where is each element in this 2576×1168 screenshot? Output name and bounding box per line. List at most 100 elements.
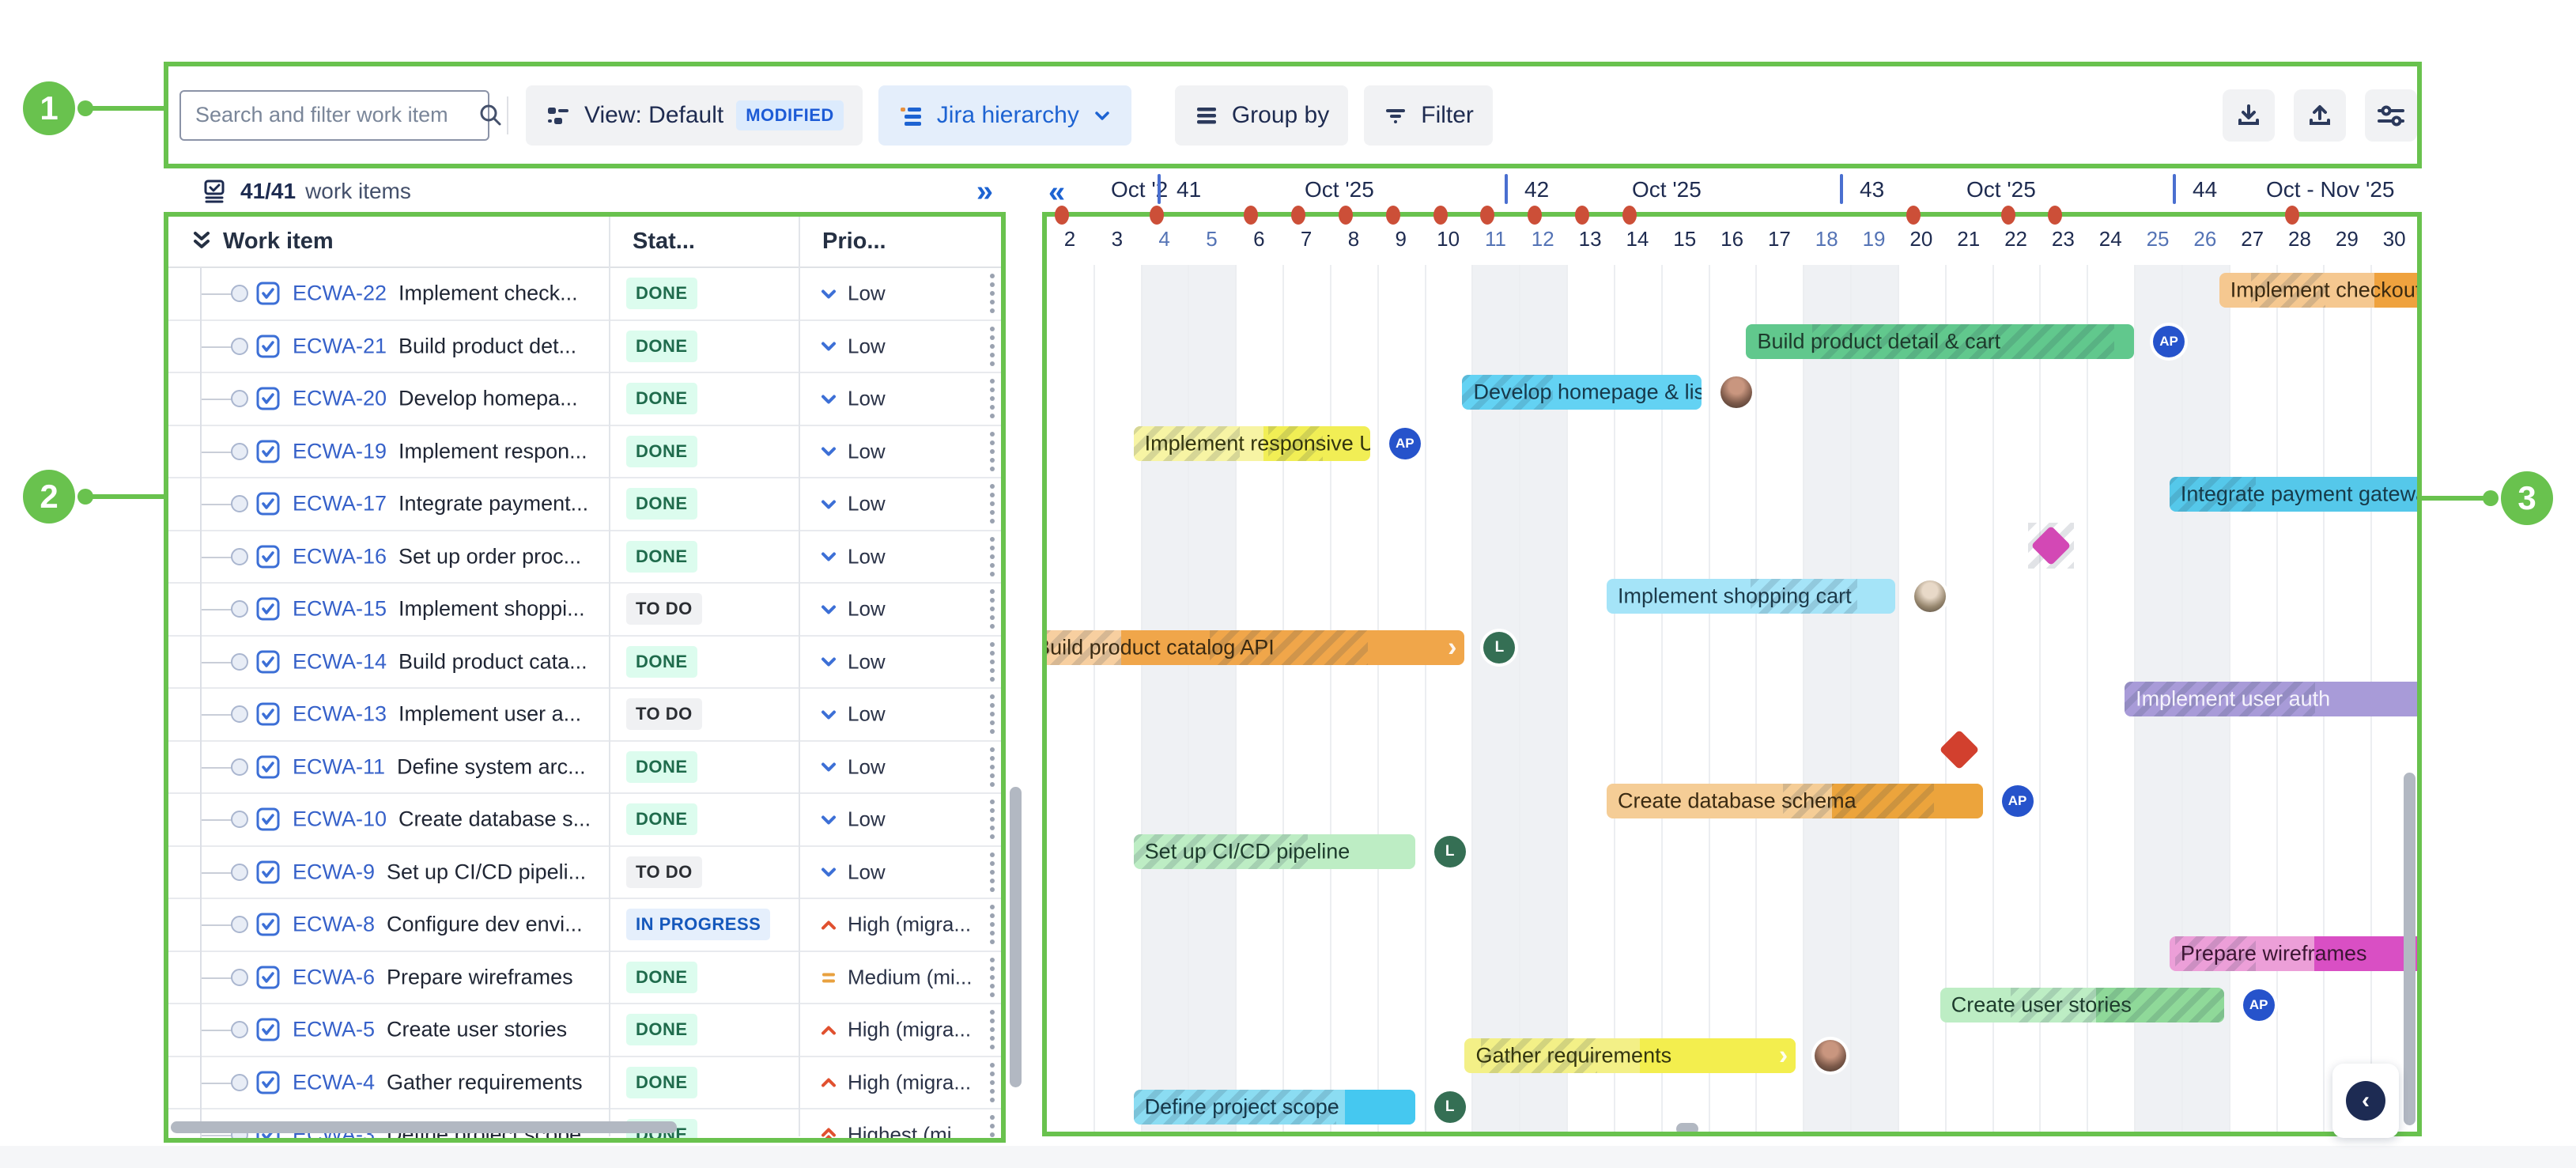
status-badge[interactable]: DONE: [626, 1014, 697, 1045]
avatar[interactable]: [1914, 580, 1946, 612]
table-row[interactable]: ECWA-4 Gather requirements DONE High (mi…: [168, 1057, 1002, 1110]
import-upload-button[interactable]: [2294, 89, 2346, 142]
status-badge[interactable]: DONE: [626, 962, 697, 993]
gantt-bar[interactable]: Build product catalog API›: [1046, 630, 1464, 665]
table-row[interactable]: ECWA-21 Build product det... DONE Low: [168, 321, 1002, 374]
gantt-bar[interactable]: Set up CI/CD pipeline: [1134, 834, 1415, 869]
status-badge[interactable]: DONE: [626, 488, 697, 520]
status-badge[interactable]: IN PROGRESS: [626, 909, 770, 940]
priority-cell[interactable]: Low: [818, 334, 980, 358]
status-badge[interactable]: DONE: [626, 278, 697, 309]
priority-cell[interactable]: Highest (mi...: [818, 1123, 980, 1138]
release-marker-icon[interactable]: [1150, 206, 1164, 225]
table-row[interactable]: ECWA-19 Implement respon... DONE Low: [168, 426, 1002, 479]
status-badge[interactable]: TO DO: [626, 856, 702, 888]
collapse-timeline-button[interactable]: ‹: [2332, 1064, 2399, 1138]
label-badge[interactable]: L: [1434, 1091, 1466, 1123]
work-item-link[interactable]: ECWA-16 Set up order proc...: [293, 544, 581, 569]
gantt-bar[interactable]: Gather requirements›: [1464, 1038, 1796, 1073]
work-item-link[interactable]: ECWA-5 Create user stories: [293, 1018, 567, 1042]
task-checkbox-icon[interactable]: [256, 650, 280, 674]
priority-cell[interactable]: Low: [818, 754, 980, 779]
task-checkbox-icon[interactable]: [256, 807, 280, 831]
avatar[interactable]: AP: [2243, 989, 2275, 1021]
task-checkbox-icon[interactable]: [256, 282, 280, 305]
avatar[interactable]: AP: [2002, 785, 2034, 817]
search-input-wrap[interactable]: [179, 90, 489, 141]
work-item-link[interactable]: ECWA-19 Implement respon...: [293, 439, 587, 463]
priority-cell[interactable]: Low: [818, 544, 980, 569]
status-badge[interactable]: DONE: [626, 751, 697, 783]
status-badge[interactable]: TO DO: [626, 698, 702, 730]
priority-cell[interactable]: Low: [818, 492, 980, 516]
priority-cell[interactable]: High (migra...: [818, 1018, 980, 1042]
task-checkbox-icon[interactable]: [256, 966, 280, 989]
work-item-link[interactable]: ECWA-6 Prepare wireframes: [293, 965, 573, 989]
status-badge[interactable]: DONE: [626, 541, 697, 573]
row-drag-handle-icon[interactable]: [990, 327, 995, 366]
gantt-bar[interactable]: Develop homepage & lis...: [1462, 375, 1701, 410]
release-marker-icon[interactable]: [1575, 206, 1589, 225]
task-checkbox-icon[interactable]: [256, 545, 280, 569]
status-badge[interactable]: DONE: [626, 436, 697, 467]
status-badge[interactable]: DONE: [626, 1067, 697, 1098]
row-drag-handle-icon[interactable]: [990, 905, 995, 944]
collapse-all-icon[interactable]: [191, 229, 212, 253]
gantt-bar[interactable]: Create database schema: [1607, 784, 1983, 818]
release-marker-icon[interactable]: [1339, 206, 1353, 225]
row-drag-handle-icon[interactable]: [990, 1010, 995, 1049]
task-checkbox-icon[interactable]: [256, 335, 280, 358]
priority-cell[interactable]: Low: [818, 282, 980, 306]
work-item-link[interactable]: ECWA-17 Integrate payment...: [293, 492, 588, 516]
table-row[interactable]: ECWA-6 Prepare wireframes DONE Medium (m…: [168, 952, 1002, 1005]
row-drag-handle-icon[interactable]: [990, 958, 995, 997]
label-badge[interactable]: L: [1434, 836, 1466, 867]
task-checkbox-icon[interactable]: [256, 440, 280, 463]
status-badge[interactable]: DONE: [626, 331, 697, 362]
work-item-link[interactable]: ECWA-10 Create database s...: [293, 807, 591, 832]
group-by-button[interactable]: Group by: [1175, 85, 1348, 146]
release-marker-icon[interactable]: [1055, 206, 1069, 225]
priority-cell[interactable]: Medium (mi...: [818, 965, 980, 989]
gantt-bar[interactable]: Define project scope: [1134, 1090, 1415, 1125]
search-input[interactable]: [194, 102, 477, 128]
priority-cell[interactable]: High (migra...: [818, 1070, 980, 1094]
row-drag-handle-icon[interactable]: [990, 852, 995, 892]
status-badge[interactable]: DONE: [626, 803, 697, 835]
table-row[interactable]: ECWA-14 Build product cata... DONE Low: [168, 637, 1002, 690]
task-checkbox-icon[interactable]: [256, 597, 280, 621]
work-item-link[interactable]: ECWA-8 Configure dev envi...: [293, 913, 583, 937]
table-row[interactable]: ECWA-16 Set up order proc... DONE Low: [168, 531, 1002, 584]
priority-cell[interactable]: High (migra...: [818, 913, 980, 937]
task-checkbox-icon[interactable]: [256, 860, 280, 884]
release-marker-icon[interactable]: [1386, 206, 1400, 225]
table-row[interactable]: ECWA-8 Configure dev envi... IN PROGRESS…: [168, 899, 1002, 952]
gantt-bar[interactable]: Implement user auth: [2125, 682, 2418, 716]
work-item-link[interactable]: ECWA-4 Gather requirements: [293, 1070, 583, 1094]
gantt-bar[interactable]: Implement shopping cart: [1607, 579, 1895, 614]
table-row[interactable]: ECWA-11 Define system arc... DONE Low: [168, 742, 1002, 795]
priority-cell[interactable]: Low: [818, 439, 980, 463]
priority-cell[interactable]: Low: [818, 387, 980, 411]
timeline-horizontal-scrollbar[interactable]: [1676, 1123, 1698, 1135]
row-drag-handle-icon[interactable]: [990, 537, 995, 576]
row-drag-handle-icon[interactable]: [990, 379, 995, 418]
priority-cell[interactable]: Low: [818, 702, 980, 727]
row-drag-handle-icon[interactable]: [990, 484, 995, 524]
release-marker-icon[interactable]: [2285, 206, 2299, 225]
export-download-button[interactable]: [2223, 89, 2275, 142]
gantt-bar[interactable]: Implement checkout: [2219, 273, 2418, 308]
timeline-vertical-scrollbar[interactable]: [2404, 773, 2415, 1125]
work-item-link[interactable]: ECWA-11 Define system arc...: [293, 754, 586, 779]
table-row[interactable]: ECWA-5 Create user stories DONE High (mi…: [168, 1004, 1002, 1057]
work-item-link[interactable]: ECWA-14 Build product cata...: [293, 649, 587, 674]
task-checkbox-icon[interactable]: [256, 755, 280, 779]
row-drag-handle-icon[interactable]: [990, 432, 995, 471]
left-horizontal-scrollbar[interactable]: [171, 1121, 677, 1133]
work-item-link[interactable]: ECWA-22 Implement check...: [293, 282, 578, 306]
gantt-bar[interactable]: Build product detail & cart: [1746, 324, 2134, 359]
priority-cell[interactable]: Low: [818, 807, 980, 832]
table-row[interactable]: ECWA-22 Implement check... DONE Low: [168, 268, 1002, 321]
row-drag-handle-icon[interactable]: [990, 642, 995, 682]
status-badge[interactable]: TO DO: [626, 593, 702, 625]
